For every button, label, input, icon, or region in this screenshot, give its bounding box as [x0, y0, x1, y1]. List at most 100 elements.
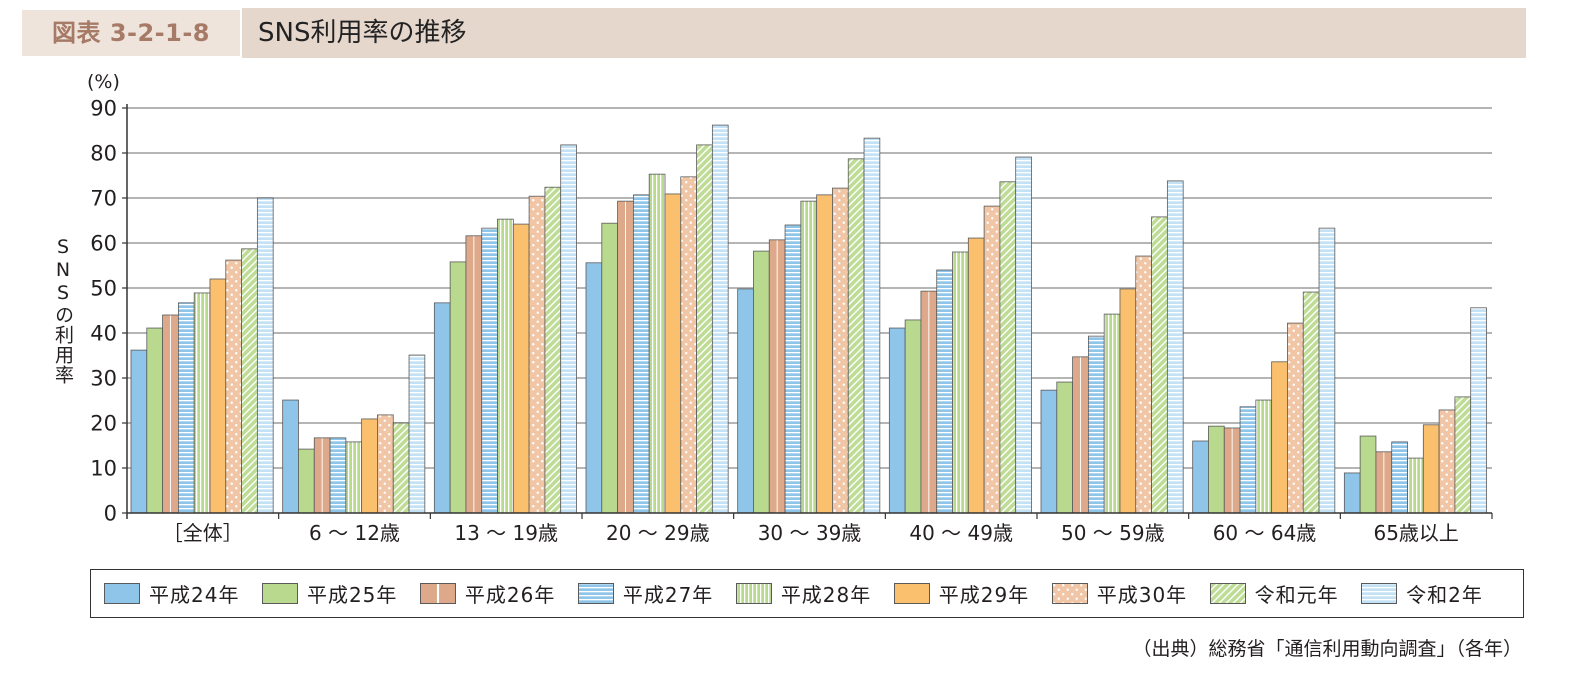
bar — [162, 314, 179, 514]
y-tick-label: 30 — [90, 367, 117, 391]
bar — [904, 319, 922, 514]
bar — [1343, 472, 1361, 514]
bar — [433, 302, 451, 514]
bar — [920, 290, 938, 514]
bar — [1271, 361, 1288, 514]
legend-item: 平成26年 — [419, 579, 556, 608]
bar — [1287, 322, 1304, 514]
axes — [122, 104, 1493, 519]
bars — [130, 124, 1487, 514]
bar — [664, 193, 682, 514]
bar — [528, 195, 546, 514]
bar — [361, 418, 378, 514]
bar — [193, 292, 211, 514]
bar — [753, 250, 770, 514]
bar — [1318, 227, 1336, 514]
bar — [832, 187, 849, 514]
chart-title: SNS利用率の推移 — [258, 18, 467, 48]
bar — [1239, 406, 1257, 514]
bar — [888, 327, 906, 514]
bar — [1015, 156, 1032, 514]
legend-swatch — [1361, 583, 1398, 604]
bar — [392, 422, 410, 514]
y-tick-label: 50 — [90, 277, 117, 301]
bar — [816, 194, 833, 514]
x-tick-labels: ［全体］ 6 ～ 12歳 13 ～ 19歳 20 ～ 29歳 30 ～ 39歳 40 ～ … — [163, 521, 1459, 545]
legend-swatch — [577, 583, 614, 604]
bar — [1135, 255, 1152, 514]
legend: 平成24年 平成25年 平成26年 平成27年 平成28年 平成29年 平成30年 令和元年 令… — [90, 569, 1524, 618]
bar — [1454, 396, 1472, 514]
y-tick-label: 0 — [104, 502, 117, 526]
legend-label: 平成28年 — [780, 583, 872, 607]
x-tick-label: 40 ～ 49歳 — [909, 521, 1013, 545]
legend-label: 令和2年 — [1406, 583, 1483, 607]
bar — [952, 251, 969, 514]
bar — [512, 223, 530, 514]
legend-label: 平成30年 — [1096, 583, 1188, 607]
x-tick-label: 50 ～ 59歳 — [1061, 521, 1165, 545]
bar — [1302, 291, 1320, 514]
bar — [560, 144, 577, 514]
bar — [967, 237, 985, 514]
legend-item: 平成28年 — [735, 579, 872, 608]
bar — [601, 222, 618, 514]
y-tick-label: 20 — [90, 412, 117, 436]
y-axis-title: SNSの利用率 — [52, 236, 74, 385]
bar — [256, 197, 274, 514]
y-tick-labels: 0 10 20 30 40 50 60 70 80 90 — [90, 97, 117, 526]
bar — [863, 137, 881, 514]
bar — [632, 194, 650, 514]
bar — [800, 200, 818, 514]
figure-number: 図表 3-2-1-8 — [20, 8, 242, 58]
figure-header: 図表 3-2-1-8 SNS利用率の推移 — [20, 8, 1526, 58]
legend-item: 令和元年 — [1209, 579, 1339, 608]
legend-item: 平成24年 — [104, 579, 239, 608]
x-tick-label: 30 ～ 39歳 — [758, 521, 862, 545]
legend-item: 平成25年 — [261, 579, 397, 608]
bar — [585, 262, 603, 514]
bar — [377, 414, 394, 514]
bar — [1072, 356, 1089, 514]
bar — [241, 248, 258, 514]
bar — [1151, 216, 1168, 514]
legend-swatch — [1051, 583, 1088, 604]
y-tick-label: 60 — [90, 232, 117, 256]
bar — [1255, 399, 1273, 514]
legend-item: 平成27年 — [577, 579, 713, 608]
bar — [680, 176, 697, 514]
legend-swatch — [893, 583, 930, 604]
bar — [329, 437, 347, 514]
x-tick-label: 20 ～ 29歳 — [606, 521, 710, 545]
bar — [1359, 435, 1377, 514]
bar — [1208, 425, 1225, 514]
legend-item: 平成30年 — [1051, 579, 1188, 608]
bar — [497, 218, 514, 514]
x-tick-label: 60 ～ 64歳 — [1213, 521, 1317, 545]
bar — [1438, 409, 1456, 514]
bar — [298, 448, 315, 514]
legend-swatch — [1209, 583, 1246, 604]
bar — [1166, 180, 1184, 514]
bar — [1119, 288, 1137, 514]
bar — [146, 327, 164, 514]
legend-item: 令和2年 — [1361, 579, 1483, 608]
bar — [1103, 313, 1121, 514]
bar — [1375, 451, 1393, 514]
legend-item: 平成29年 — [893, 579, 1029, 608]
bar — [1391, 441, 1408, 514]
bar — [225, 259, 242, 514]
bar — [711, 124, 729, 514]
bar — [648, 173, 666, 514]
bar — [617, 200, 634, 514]
legend-label: 平成26年 — [464, 583, 556, 607]
bar — [408, 354, 426, 514]
bar — [983, 205, 1001, 514]
bar — [282, 399, 299, 514]
bar — [177, 302, 195, 514]
bar — [130, 349, 148, 514]
bar — [544, 186, 562, 514]
bar — [1040, 389, 1058, 514]
bar — [1223, 427, 1241, 514]
